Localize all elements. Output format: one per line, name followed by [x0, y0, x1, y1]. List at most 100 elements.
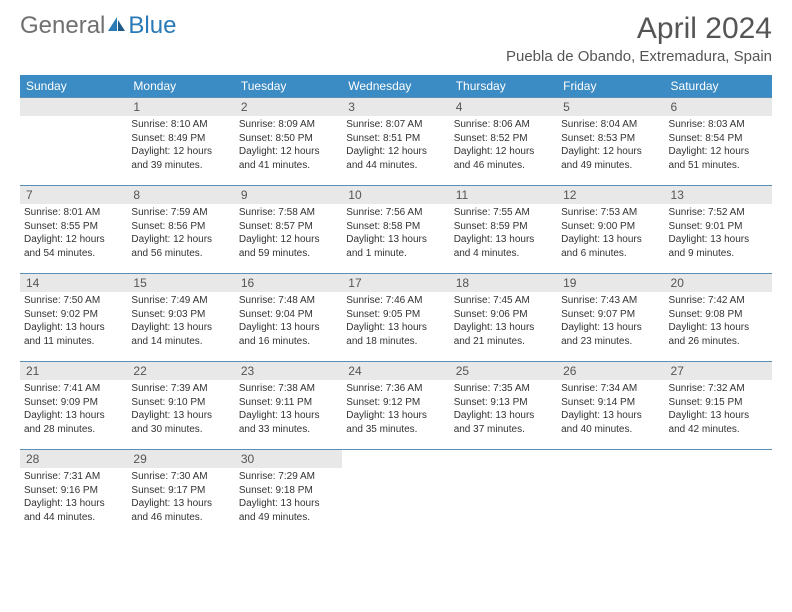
calendar-day-cell: 6Sunrise: 8:03 AMSunset: 8:54 PMDaylight…	[665, 98, 772, 186]
day-details: Sunrise: 7:58 AMSunset: 8:57 PMDaylight:…	[235, 204, 342, 264]
day-details: Sunrise: 8:07 AMSunset: 8:51 PMDaylight:…	[342, 116, 449, 176]
calendar-day-cell: 3Sunrise: 8:07 AMSunset: 8:51 PMDaylight…	[342, 98, 449, 186]
weekday-header: Tuesday	[235, 75, 342, 98]
day-details: Sunrise: 7:50 AMSunset: 9:02 PMDaylight:…	[20, 292, 127, 352]
calendar-day-cell: 24Sunrise: 7:36 AMSunset: 9:12 PMDayligh…	[342, 362, 449, 450]
day-details: Sunrise: 7:46 AMSunset: 9:05 PMDaylight:…	[342, 292, 449, 352]
calendar-day-cell: 27Sunrise: 7:32 AMSunset: 9:15 PMDayligh…	[665, 362, 772, 450]
calendar-day-cell: 7Sunrise: 8:01 AMSunset: 8:55 PMDaylight…	[20, 186, 127, 274]
day-number-bar: 5	[557, 98, 664, 116]
day-details: Sunrise: 7:36 AMSunset: 9:12 PMDaylight:…	[342, 380, 449, 440]
calendar-day-cell: 20Sunrise: 7:42 AMSunset: 9:08 PMDayligh…	[665, 274, 772, 362]
day-details: Sunrise: 8:04 AMSunset: 8:53 PMDaylight:…	[557, 116, 664, 176]
calendar-body: 1Sunrise: 8:10 AMSunset: 8:49 PMDaylight…	[20, 98, 772, 538]
weekday-header: Thursday	[450, 75, 557, 98]
day-details: Sunrise: 8:09 AMSunset: 8:50 PMDaylight:…	[235, 116, 342, 176]
day-number-bar: 27	[665, 362, 772, 380]
day-details: Sunrise: 7:52 AMSunset: 9:01 PMDaylight:…	[665, 204, 772, 264]
calendar-day-cell: 19Sunrise: 7:43 AMSunset: 9:07 PMDayligh…	[557, 274, 664, 362]
day-number-bar: 22	[127, 362, 234, 380]
calendar-day-cell: 29Sunrise: 7:30 AMSunset: 9:17 PMDayligh…	[127, 450, 234, 538]
page-header: General Blue April 2024 Puebla de Obando…	[0, 0, 792, 69]
day-details: Sunrise: 7:56 AMSunset: 8:58 PMDaylight:…	[342, 204, 449, 264]
calendar-day-cell: 22Sunrise: 7:39 AMSunset: 9:10 PMDayligh…	[127, 362, 234, 450]
day-number-bar: 3	[342, 98, 449, 116]
day-number-bar: 21	[20, 362, 127, 380]
calendar-empty-cell	[342, 450, 449, 538]
day-details: Sunrise: 8:03 AMSunset: 8:54 PMDaylight:…	[665, 116, 772, 176]
weekday-header: Wednesday	[342, 75, 449, 98]
day-number-bar: 4	[450, 98, 557, 116]
day-number-bar: 12	[557, 186, 664, 204]
calendar-day-cell: 23Sunrise: 7:38 AMSunset: 9:11 PMDayligh…	[235, 362, 342, 450]
calendar-day-cell: 15Sunrise: 7:49 AMSunset: 9:03 PMDayligh…	[127, 274, 234, 362]
day-details: Sunrise: 8:01 AMSunset: 8:55 PMDaylight:…	[20, 204, 127, 264]
logo-sail-icon	[107, 12, 127, 40]
day-details: Sunrise: 7:39 AMSunset: 9:10 PMDaylight:…	[127, 380, 234, 440]
calendar-day-cell: 17Sunrise: 7:46 AMSunset: 9:05 PMDayligh…	[342, 274, 449, 362]
calendar-day-cell: 25Sunrise: 7:35 AMSunset: 9:13 PMDayligh…	[450, 362, 557, 450]
day-number-bar: 18	[450, 274, 557, 292]
day-number-bar: 10	[342, 186, 449, 204]
day-details: Sunrise: 7:43 AMSunset: 9:07 PMDaylight:…	[557, 292, 664, 352]
calendar-day-cell: 16Sunrise: 7:48 AMSunset: 9:04 PMDayligh…	[235, 274, 342, 362]
day-number-bar: 16	[235, 274, 342, 292]
day-details: Sunrise: 7:48 AMSunset: 9:04 PMDaylight:…	[235, 292, 342, 352]
day-details: Sunrise: 7:38 AMSunset: 9:11 PMDaylight:…	[235, 380, 342, 440]
calendar-day-cell: 30Sunrise: 7:29 AMSunset: 9:18 PMDayligh…	[235, 450, 342, 538]
calendar-week-row: 28Sunrise: 7:31 AMSunset: 9:16 PMDayligh…	[20, 450, 772, 538]
day-details: Sunrise: 7:42 AMSunset: 9:08 PMDaylight:…	[665, 292, 772, 352]
day-details: Sunrise: 7:49 AMSunset: 9:03 PMDaylight:…	[127, 292, 234, 352]
day-details: Sunrise: 7:53 AMSunset: 9:00 PMDaylight:…	[557, 204, 664, 264]
day-details: Sunrise: 7:41 AMSunset: 9:09 PMDaylight:…	[20, 380, 127, 440]
day-details: Sunrise: 7:59 AMSunset: 8:56 PMDaylight:…	[127, 204, 234, 264]
weekday-header: Friday	[557, 75, 664, 98]
location-text: Puebla de Obando, Extremadura, Spain	[506, 48, 772, 65]
calendar-week-row: 14Sunrise: 7:50 AMSunset: 9:02 PMDayligh…	[20, 274, 772, 362]
day-details: Sunrise: 7:34 AMSunset: 9:14 PMDaylight:…	[557, 380, 664, 440]
day-number-bar	[20, 98, 127, 116]
day-number-bar: 9	[235, 186, 342, 204]
calendar-day-cell: 1Sunrise: 8:10 AMSunset: 8:49 PMDaylight…	[127, 98, 234, 186]
day-number-bar: 24	[342, 362, 449, 380]
logo: General Blue	[20, 12, 176, 40]
day-number-bar: 8	[127, 186, 234, 204]
day-details: Sunrise: 7:30 AMSunset: 9:17 PMDaylight:…	[127, 468, 234, 528]
day-number-bar: 11	[450, 186, 557, 204]
logo-text-gray: General	[20, 12, 105, 40]
day-number-bar: 13	[665, 186, 772, 204]
day-details: Sunrise: 7:32 AMSunset: 9:15 PMDaylight:…	[665, 380, 772, 440]
calendar-empty-cell	[665, 450, 772, 538]
day-number-bar: 26	[557, 362, 664, 380]
day-number-bar: 17	[342, 274, 449, 292]
title-block: April 2024 Puebla de Obando, Extremadura…	[506, 12, 772, 65]
day-number-bar: 15	[127, 274, 234, 292]
day-number-bar: 20	[665, 274, 772, 292]
calendar-empty-cell	[450, 450, 557, 538]
calendar-day-cell: 4Sunrise: 8:06 AMSunset: 8:52 PMDaylight…	[450, 98, 557, 186]
day-number-bar: 19	[557, 274, 664, 292]
day-details: Sunrise: 7:55 AMSunset: 8:59 PMDaylight:…	[450, 204, 557, 264]
day-number-bar: 7	[20, 186, 127, 204]
calendar-week-row: 7Sunrise: 8:01 AMSunset: 8:55 PMDaylight…	[20, 186, 772, 274]
day-number-bar: 30	[235, 450, 342, 468]
day-number-bar: 28	[20, 450, 127, 468]
month-title: April 2024	[506, 12, 772, 46]
day-number-bar: 25	[450, 362, 557, 380]
day-details: Sunrise: 7:35 AMSunset: 9:13 PMDaylight:…	[450, 380, 557, 440]
calendar-day-cell: 2Sunrise: 8:09 AMSunset: 8:50 PMDaylight…	[235, 98, 342, 186]
day-number-bar: 6	[665, 98, 772, 116]
calendar-day-cell: 5Sunrise: 8:04 AMSunset: 8:53 PMDaylight…	[557, 98, 664, 186]
calendar-day-cell: 26Sunrise: 7:34 AMSunset: 9:14 PMDayligh…	[557, 362, 664, 450]
calendar-day-cell: 8Sunrise: 7:59 AMSunset: 8:56 PMDaylight…	[127, 186, 234, 274]
calendar-header-row: SundayMondayTuesdayWednesdayThursdayFrid…	[20, 75, 772, 98]
day-number-bar: 14	[20, 274, 127, 292]
calendar-day-cell: 11Sunrise: 7:55 AMSunset: 8:59 PMDayligh…	[450, 186, 557, 274]
day-details: Sunrise: 8:06 AMSunset: 8:52 PMDaylight:…	[450, 116, 557, 176]
calendar-table: SundayMondayTuesdayWednesdayThursdayFrid…	[20, 75, 772, 538]
calendar-day-cell: 14Sunrise: 7:50 AMSunset: 9:02 PMDayligh…	[20, 274, 127, 362]
calendar-day-cell: 9Sunrise: 7:58 AMSunset: 8:57 PMDaylight…	[235, 186, 342, 274]
day-details: Sunrise: 7:45 AMSunset: 9:06 PMDaylight:…	[450, 292, 557, 352]
calendar-day-cell: 28Sunrise: 7:31 AMSunset: 9:16 PMDayligh…	[20, 450, 127, 538]
weekday-header: Saturday	[665, 75, 772, 98]
